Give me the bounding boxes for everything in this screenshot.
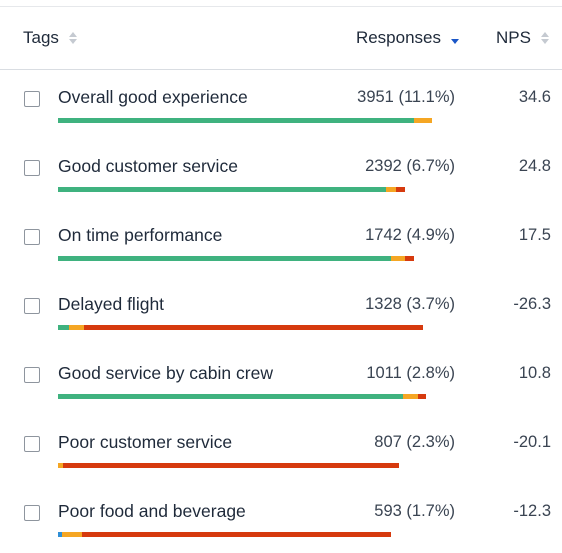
nps-value: -26.3 [513, 295, 551, 313]
response-breakdown-bar [58, 256, 414, 261]
promoter-segment [58, 118, 414, 123]
row-checkbox[interactable] [24, 436, 40, 452]
table-row[interactable]: Good service by cabin crew 1011 (2.8%) 10.… [0, 343, 562, 412]
tags-header-label: Tags [23, 28, 59, 47]
table-row[interactable]: Delayed flight 1328 (3.7%) -26.3 [0, 274, 562, 343]
row-checkbox[interactable] [24, 298, 40, 314]
sort-desc-active-icon[interactable] [451, 32, 459, 44]
table-row[interactable]: Good customer service 2392 (6.7%) 24.8 [0, 136, 562, 205]
tag-label: On time performance [58, 225, 223, 245]
nps-value: 24.8 [518, 157, 551, 175]
passive-segment [414, 118, 432, 123]
detractor-segment [82, 532, 391, 537]
table-row[interactable]: Poor food and beverage 593 (1.7%) -12.3 [0, 481, 562, 550]
responses-value: 1328 (3.7%) [365, 295, 455, 313]
promoter-segment [58, 187, 386, 192]
tag-label: Poor food and beverage [58, 501, 246, 521]
table-row[interactable]: Poor customer service 807 (2.3%) -20.1 [0, 412, 562, 481]
sort-asc-icon [68, 32, 77, 37]
passive-segment [58, 463, 63, 468]
response-breakdown-bar [58, 394, 426, 399]
top-border [0, 6, 562, 7]
tag-label: Good customer service [58, 156, 238, 176]
row-checkbox[interactable] [24, 367, 40, 383]
promoter-segment [58, 394, 403, 399]
nps-value: 17.5 [518, 226, 551, 244]
promoter-segment [58, 325, 69, 330]
nps-value: -12.3 [513, 502, 551, 520]
nps-value: -20.1 [513, 433, 551, 451]
nps-header-label: NPS [496, 28, 531, 47]
responses-value: 807 (2.3%) [374, 433, 455, 451]
passive-segment [391, 256, 406, 261]
sort-desc-icon [451, 39, 459, 44]
tag-label: Good service by cabin crew [58, 363, 273, 383]
responses-value: 2392 (6.7%) [365, 157, 455, 175]
nps-value: 34.6 [518, 88, 551, 106]
row-checkbox[interactable] [24, 229, 40, 245]
responses-value: 593 (1.7%) [374, 502, 455, 520]
passive-segment [403, 394, 418, 399]
sort-desc-icon [68, 39, 77, 44]
sort-icon[interactable] [68, 32, 77, 44]
tag-label: Overall good experience [58, 87, 248, 107]
passive-segment [62, 532, 82, 537]
row-checkbox[interactable] [24, 91, 40, 107]
response-breakdown-bar [58, 118, 432, 123]
responses-column-header[interactable]: Responses [356, 7, 459, 69]
nps-column-header[interactable]: NPS [496, 7, 549, 69]
responses-header-label: Responses [355, 28, 441, 47]
nps-value: 10.8 [518, 364, 551, 382]
table-row[interactable]: On time performance 1742 (4.9%) 17.5 [0, 205, 562, 274]
response-breakdown-bar [58, 532, 391, 537]
detractor-segment [418, 394, 426, 399]
tags-column-header[interactable]: Tags [23, 7, 77, 69]
response-breakdown-bar [58, 187, 405, 192]
detractor-segment [84, 325, 423, 330]
responses-value: 1011 (2.8%) [366, 364, 455, 382]
detractor-segment [405, 256, 414, 261]
responses-value: 3951 (11.1%) [357, 88, 455, 106]
tag-label: Delayed flight [58, 294, 165, 314]
tag-label: Poor customer service [58, 432, 233, 452]
table-header: Tags Responses NPS [0, 7, 562, 70]
detractor-segment [396, 187, 405, 192]
passive-segment [386, 187, 396, 192]
sort-asc-icon [541, 32, 549, 37]
responses-value: 1742 (4.9%) [365, 226, 455, 244]
response-breakdown-bar [58, 463, 399, 468]
promoter-segment [58, 256, 392, 261]
sort-desc-icon [541, 39, 549, 44]
other-segment [58, 532, 62, 537]
response-breakdown-bar [58, 325, 423, 330]
detractor-segment [63, 463, 399, 468]
passive-segment [69, 325, 84, 330]
sort-icon[interactable] [541, 32, 549, 44]
row-checkbox[interactable] [24, 505, 40, 521]
table-row[interactable]: Overall good experience 3951 (11.1%) 34.6 [0, 67, 562, 136]
row-checkbox[interactable] [24, 160, 40, 176]
